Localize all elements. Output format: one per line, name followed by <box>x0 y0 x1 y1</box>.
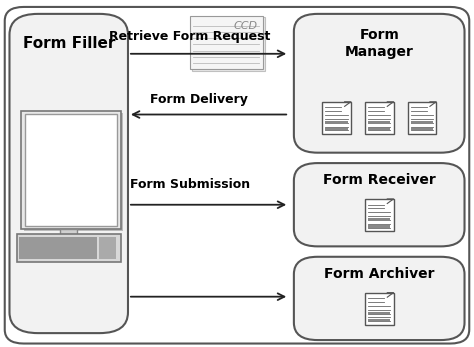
FancyBboxPatch shape <box>368 121 391 124</box>
FancyBboxPatch shape <box>5 7 469 344</box>
Text: Retrieve Form Request: Retrieve Form Request <box>109 31 270 43</box>
FancyBboxPatch shape <box>99 237 116 259</box>
Text: Form
Manager: Form Manager <box>345 28 414 59</box>
FancyBboxPatch shape <box>294 14 465 153</box>
Text: Form Submission: Form Submission <box>129 178 250 191</box>
Text: Form Filler: Form Filler <box>23 36 115 51</box>
FancyBboxPatch shape <box>17 234 121 262</box>
FancyBboxPatch shape <box>19 237 97 259</box>
FancyBboxPatch shape <box>368 128 391 130</box>
Text: Form Delivery: Form Delivery <box>150 93 248 106</box>
FancyBboxPatch shape <box>408 102 436 134</box>
FancyBboxPatch shape <box>368 225 391 228</box>
FancyBboxPatch shape <box>365 199 393 231</box>
FancyBboxPatch shape <box>365 102 393 134</box>
FancyBboxPatch shape <box>410 128 433 130</box>
FancyBboxPatch shape <box>294 257 465 340</box>
FancyBboxPatch shape <box>322 102 351 134</box>
FancyBboxPatch shape <box>60 229 77 245</box>
Text: Form Receiver: Form Receiver <box>323 174 436 187</box>
FancyBboxPatch shape <box>9 14 128 333</box>
FancyBboxPatch shape <box>24 113 123 231</box>
Text: Form Archiver: Form Archiver <box>324 267 435 281</box>
FancyBboxPatch shape <box>325 121 348 124</box>
FancyBboxPatch shape <box>368 218 391 221</box>
FancyBboxPatch shape <box>365 293 393 325</box>
FancyBboxPatch shape <box>25 114 117 226</box>
FancyBboxPatch shape <box>368 319 391 321</box>
Text: CCD: CCD <box>233 21 257 31</box>
FancyBboxPatch shape <box>192 17 265 71</box>
FancyBboxPatch shape <box>294 163 465 246</box>
FancyBboxPatch shape <box>368 312 391 314</box>
FancyBboxPatch shape <box>325 128 348 130</box>
FancyBboxPatch shape <box>190 16 263 69</box>
FancyBboxPatch shape <box>21 111 121 229</box>
FancyBboxPatch shape <box>410 121 433 124</box>
